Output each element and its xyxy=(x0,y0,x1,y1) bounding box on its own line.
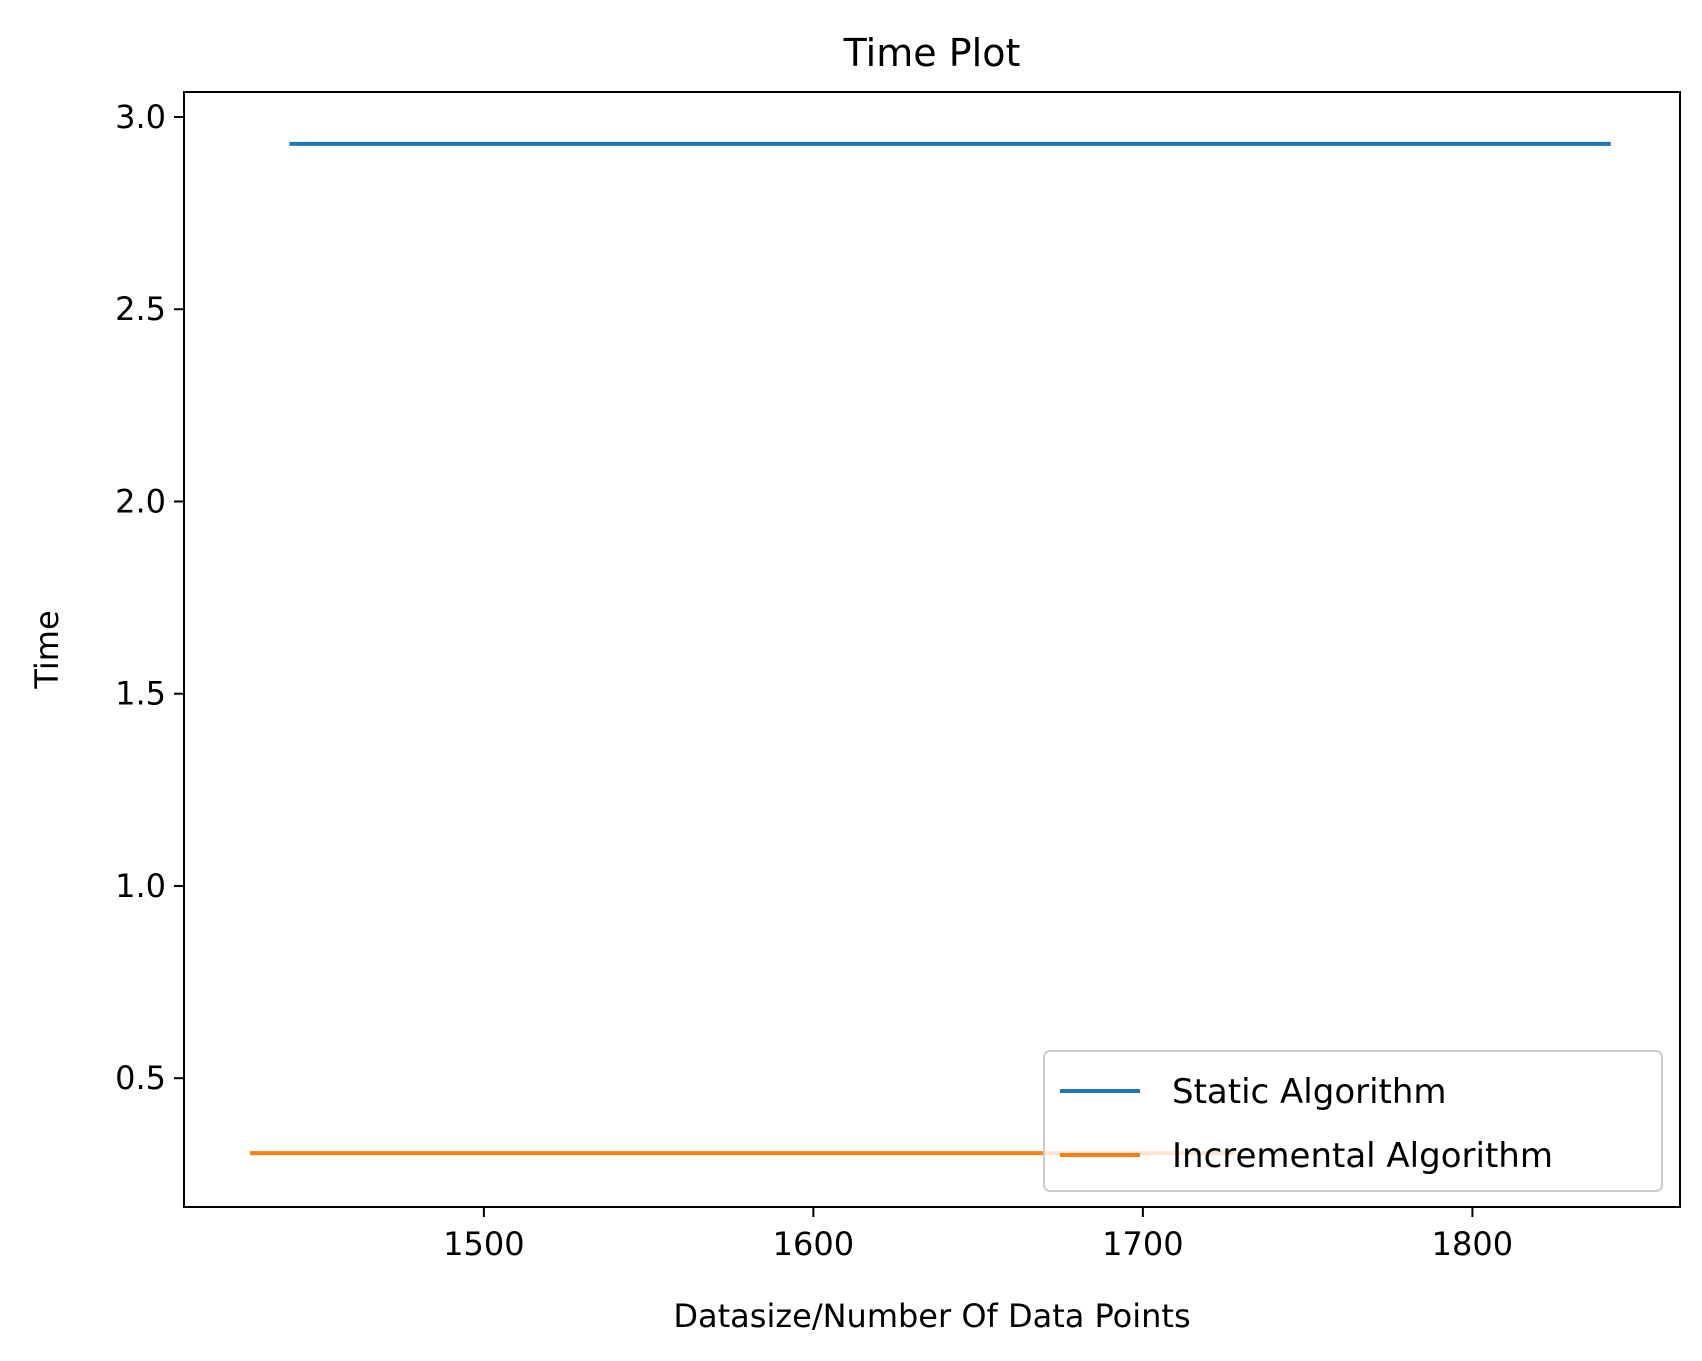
x-tick-label-1800: 1800 xyxy=(1432,1225,1513,1263)
chart-title: Time Plot xyxy=(843,31,1021,75)
y-tick-label-1.0: 1.0 xyxy=(115,867,166,905)
y-tick-label-2.5: 2.5 xyxy=(115,290,166,328)
x-tick-label-1700: 1700 xyxy=(1102,1225,1183,1263)
legend: Static Algorithm Incremental Algorithm xyxy=(1044,1051,1662,1191)
y-tick-label-2.0: 2.0 xyxy=(115,482,166,520)
y-axis-title: Time xyxy=(28,610,66,689)
y-tick-label-0.5: 0.5 xyxy=(115,1059,166,1097)
y-tick-label-1.5: 1.5 xyxy=(115,675,166,713)
legend-label-static: Static Algorithm xyxy=(1172,1072,1447,1112)
legend-label-incremental: Incremental Algorithm xyxy=(1172,1136,1553,1176)
x-tick-label-1600: 1600 xyxy=(773,1225,854,1263)
x-axis-title: Datasize/Number Of Data Points xyxy=(673,1297,1190,1335)
x-tick-label-1500: 1500 xyxy=(443,1225,524,1263)
y-tick-label-3.0: 3.0 xyxy=(115,98,166,136)
